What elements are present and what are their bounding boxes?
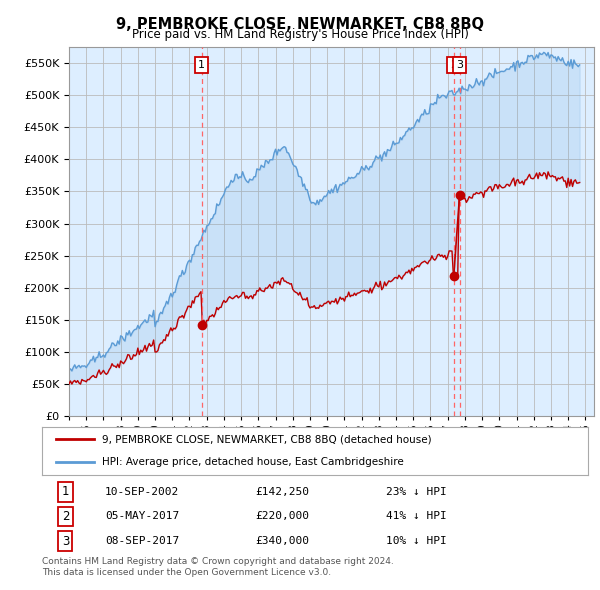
Text: HPI: Average price, detached house, East Cambridgeshire: HPI: Average price, detached house, East… xyxy=(102,457,404,467)
Text: 10-SEP-2002: 10-SEP-2002 xyxy=(105,487,179,497)
Text: 08-SEP-2017: 08-SEP-2017 xyxy=(105,536,179,546)
Text: 9, PEMBROKE CLOSE, NEWMARKET, CB8 8BQ: 9, PEMBROKE CLOSE, NEWMARKET, CB8 8BQ xyxy=(116,17,484,31)
Text: Price paid vs. HM Land Registry's House Price Index (HPI): Price paid vs. HM Land Registry's House … xyxy=(131,28,469,41)
Text: £142,250: £142,250 xyxy=(255,487,309,497)
Text: Contains HM Land Registry data © Crown copyright and database right 2024.: Contains HM Land Registry data © Crown c… xyxy=(42,557,394,566)
Text: 23% ↓ HPI: 23% ↓ HPI xyxy=(386,487,447,497)
Text: 1: 1 xyxy=(198,60,205,70)
Text: 41% ↓ HPI: 41% ↓ HPI xyxy=(386,512,447,522)
Text: 3: 3 xyxy=(62,535,69,548)
Text: £340,000: £340,000 xyxy=(255,536,309,546)
Text: £220,000: £220,000 xyxy=(255,512,309,522)
Text: This data is licensed under the Open Government Licence v3.0.: This data is licensed under the Open Gov… xyxy=(42,568,331,576)
Text: 9, PEMBROKE CLOSE, NEWMARKET, CB8 8BQ (detached house): 9, PEMBROKE CLOSE, NEWMARKET, CB8 8BQ (d… xyxy=(102,434,431,444)
Text: 2: 2 xyxy=(450,60,457,70)
Text: 1: 1 xyxy=(62,485,69,498)
Text: 2: 2 xyxy=(62,510,69,523)
Text: 10% ↓ HPI: 10% ↓ HPI xyxy=(386,536,447,546)
Text: 3: 3 xyxy=(456,60,463,70)
Text: 05-MAY-2017: 05-MAY-2017 xyxy=(105,512,179,522)
